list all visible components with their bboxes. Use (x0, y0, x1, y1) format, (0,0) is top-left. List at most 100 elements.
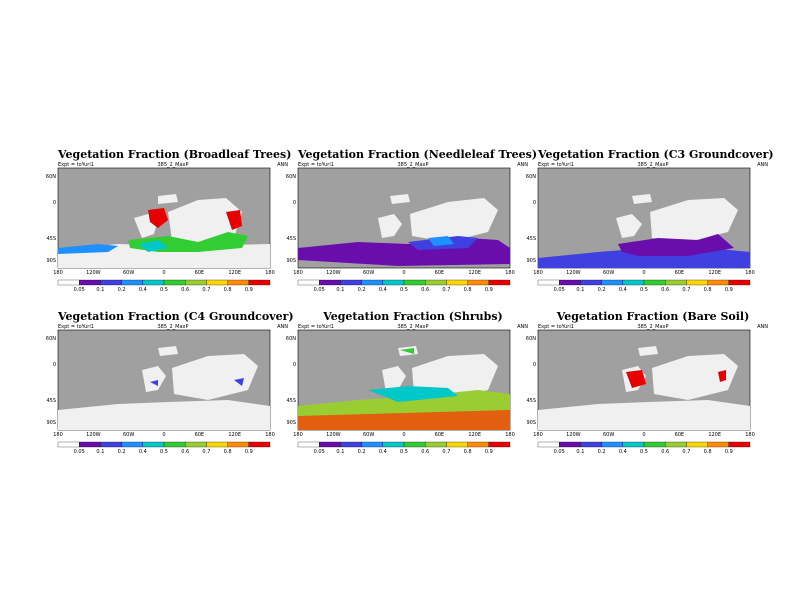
lon-label: 60W (603, 432, 614, 438)
colorbar-swatch (488, 279, 511, 286)
lat-label: 45S (526, 398, 536, 404)
lon-label: 120E (708, 270, 721, 276)
colorbar-label: 0.5 (400, 287, 408, 293)
lon-label: 0 (642, 270, 645, 276)
lon-label: 120W (86, 270, 101, 276)
high-fraction-region (626, 370, 646, 388)
colorbar-swatch (297, 279, 320, 286)
lon-label: 180 (293, 432, 303, 438)
panel-title: Vegetation Fraction (C3 Groundcover) (538, 148, 774, 161)
lon-label: 0 (162, 432, 165, 438)
lat-label: 0 (293, 200, 296, 206)
colorbar-swatch (185, 441, 207, 448)
lon-label: 120E (468, 432, 481, 438)
lat-label: 90S (286, 258, 296, 264)
panel-c4: Vegetation Fraction (C4 Groundcover) Exp… (46, 310, 294, 470)
colorbar-swatch (340, 279, 362, 286)
colorbar-label: 0.5 (160, 449, 168, 455)
colorbar-swatch (340, 441, 362, 448)
colorbar-swatch (622, 441, 645, 448)
lon-label: 180 (265, 432, 275, 438)
colorbar-label: 0.7 (442, 449, 450, 455)
lat-label: 45S (526, 236, 536, 242)
lon-label: 120W (326, 270, 341, 276)
colorbar-swatch (580, 279, 602, 286)
colorbar-label: 0.4 (139, 449, 147, 455)
panel-title: Vegetation Fraction (Bare Soil) (556, 310, 750, 323)
lat-label: 60N (286, 336, 296, 342)
colorbar-swatch (361, 441, 383, 448)
lon-label: 0 (642, 432, 645, 438)
colorbar-label: 0.4 (379, 449, 387, 455)
expt-label: Expt = toYuri1 (58, 324, 94, 330)
fraction-band-3 (138, 240, 168, 252)
panel-shrubs: Vegetation Fraction (Shrubs) Expt = toYu… (286, 310, 528, 470)
expt-label: Expt = toYuri1 (538, 162, 574, 168)
colorbar-swatch (403, 279, 426, 286)
colorbar-label: 0.5 (640, 449, 648, 455)
colorbar-label: 0.1 (336, 287, 344, 293)
colorbar-label: 0.7 (442, 287, 450, 293)
colorbar-swatch (467, 279, 489, 286)
colorbar-label: 0.8 (464, 449, 472, 455)
colorbar-label: 0.7 (682, 287, 690, 293)
colorbar-swatch (319, 441, 341, 448)
lat-label: 45S (46, 398, 56, 404)
map-c4: 60N 0 45S 90S 180 120W 60W 0 60E 120E 180 0.05 0.1 0.… (46, 329, 275, 455)
colorbar-label: 0.05 (554, 449, 565, 455)
colorbar-label: 0.4 (139, 287, 147, 293)
colorbar-label: 0.8 (704, 287, 712, 293)
colorbar-swatch (707, 441, 729, 448)
run-label: 385_2_MaxP (637, 324, 669, 330)
lon-label: 180 (505, 432, 515, 438)
colorbar-swatch (559, 441, 581, 448)
panel-needleleaf: Vegetation Fraction (Needleleaf Trees) E… (286, 148, 537, 308)
panel-title: Vegetation Fraction (Broadleaf Trees) (58, 148, 292, 161)
lat-label: 45S (286, 398, 296, 404)
lat-label: 0 (53, 200, 56, 206)
lat-label: 60N (526, 336, 536, 342)
lon-label: 180 (533, 432, 543, 438)
colorbar-label: 0.5 (400, 449, 408, 455)
lon-label: 0 (402, 270, 405, 276)
colorbar-label: 0.05 (74, 449, 85, 455)
lon-label: 0 (402, 432, 405, 438)
colorbar-swatch (425, 441, 447, 448)
colorbar-swatch (707, 279, 729, 286)
season-label: ANN (517, 162, 528, 168)
lat-label: 45S (286, 236, 296, 242)
colorbar-label: 0.9 (245, 287, 253, 293)
colorbar-label: 0.5 (160, 287, 168, 293)
panel-broadleaf: Vegetation Fraction (Broadleaf Trees) Ex… (46, 148, 292, 308)
run-label: 385_2_MaxP (397, 162, 429, 168)
colorbar-label: 0.6 (661, 449, 669, 455)
colorbar-swatch (467, 441, 489, 448)
colorbar-swatch (163, 441, 186, 448)
lat-label: 90S (286, 420, 296, 426)
lon-label: 120W (326, 432, 341, 438)
lon-label: 60E (675, 270, 685, 276)
colorbar-swatch (425, 279, 447, 286)
season-label: ANN (757, 162, 768, 168)
fraction-band-1 (58, 244, 118, 254)
run-label: 385_2_MaxP (157, 162, 189, 168)
lon-label: 60E (195, 270, 205, 276)
panel-title: Vegetation Fraction (C4 Groundcover) (58, 310, 294, 323)
colorbar-swatch (185, 279, 207, 286)
colorbar-label: 0.2 (358, 287, 366, 293)
colorbar-label: 0.2 (598, 287, 606, 293)
colorbar-swatch (57, 441, 80, 448)
colorbar-swatch (227, 279, 249, 286)
colorbar-label: 0.4 (379, 287, 387, 293)
colorbar-label: 0.1 (96, 287, 104, 293)
high-fraction-region (148, 208, 168, 228)
colorbar-swatch (227, 441, 249, 448)
colorbar-swatch (206, 279, 228, 286)
colorbar-label: 0.1 (336, 449, 344, 455)
colorbar-label: 0.1 (576, 449, 584, 455)
colorbar-label: 0.05 (74, 287, 85, 293)
lat-label: 60N (46, 336, 56, 342)
colorbar-swatch (79, 441, 101, 448)
colorbar-swatch (728, 441, 751, 448)
colorbar-label: 0.8 (224, 287, 232, 293)
